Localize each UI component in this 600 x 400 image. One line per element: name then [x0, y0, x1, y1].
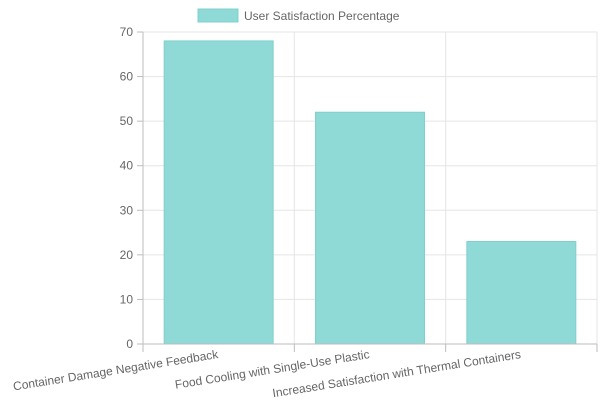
legend[interactable]: User Satisfaction Percentage — [197, 8, 400, 23]
legend-label: User Satisfaction Percentage — [244, 9, 400, 23]
axes — [137, 31, 598, 352]
x-axis-tick-label: Increased Satisfaction with Thermal Cont… — [271, 347, 521, 400]
bar[interactable] — [466, 240, 577, 345]
y-axis-tick-label: 50 — [120, 114, 134, 128]
y-axis-tick-labels: 0 10 20 30 40 50 60 70 — [120, 25, 134, 351]
y-axis-tick-label: 40 — [120, 159, 134, 173]
bar[interactable] — [163, 40, 274, 345]
bar[interactable] — [315, 111, 425, 345]
y-axis-tick-label: 60 — [120, 70, 134, 84]
y-axis-tick-label: 0 — [126, 337, 133, 351]
y-axis-tick-label: 70 — [120, 25, 134, 39]
legend-swatch — [197, 8, 239, 23]
y-axis-tick-label: 30 — [120, 203, 134, 217]
bars — [163, 40, 577, 345]
y-axis-tick-label: 10 — [120, 292, 134, 306]
y-axis-tick-label: 20 — [120, 248, 134, 262]
